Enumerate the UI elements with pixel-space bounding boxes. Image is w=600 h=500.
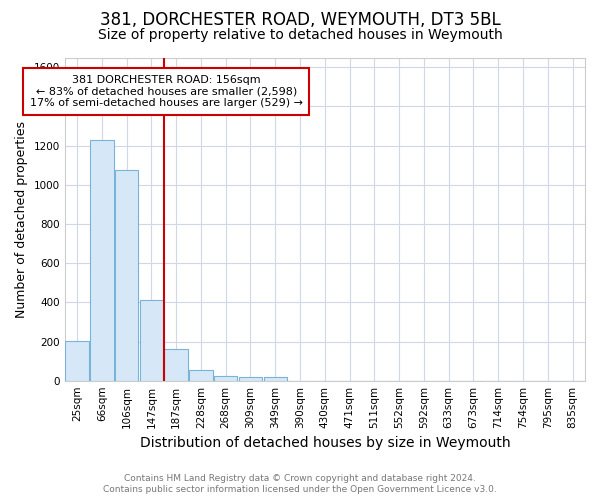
Text: Contains HM Land Registry data © Crown copyright and database right 2024.
Contai: Contains HM Land Registry data © Crown c…: [103, 474, 497, 494]
Text: Size of property relative to detached houses in Weymouth: Size of property relative to detached ho…: [98, 28, 502, 42]
Bar: [90, 140, 113, 380]
Bar: [115, 170, 139, 380]
Bar: [164, 350, 188, 380]
Bar: [189, 370, 213, 380]
Bar: [263, 377, 287, 380]
X-axis label: Distribution of detached houses by size in Weymouth: Distribution of detached houses by size …: [140, 436, 510, 450]
Bar: [239, 377, 262, 380]
Bar: [140, 300, 163, 380]
Text: 381 DORCHESTER ROAD: 156sqm
← 83% of detached houses are smaller (2,598)
17% of : 381 DORCHESTER ROAD: 156sqm ← 83% of det…: [30, 75, 303, 108]
Y-axis label: Number of detached properties: Number of detached properties: [15, 120, 28, 318]
Bar: [65, 340, 89, 380]
Bar: [214, 376, 238, 380]
Text: 381, DORCHESTER ROAD, WEYMOUTH, DT3 5BL: 381, DORCHESTER ROAD, WEYMOUTH, DT3 5BL: [100, 11, 500, 29]
